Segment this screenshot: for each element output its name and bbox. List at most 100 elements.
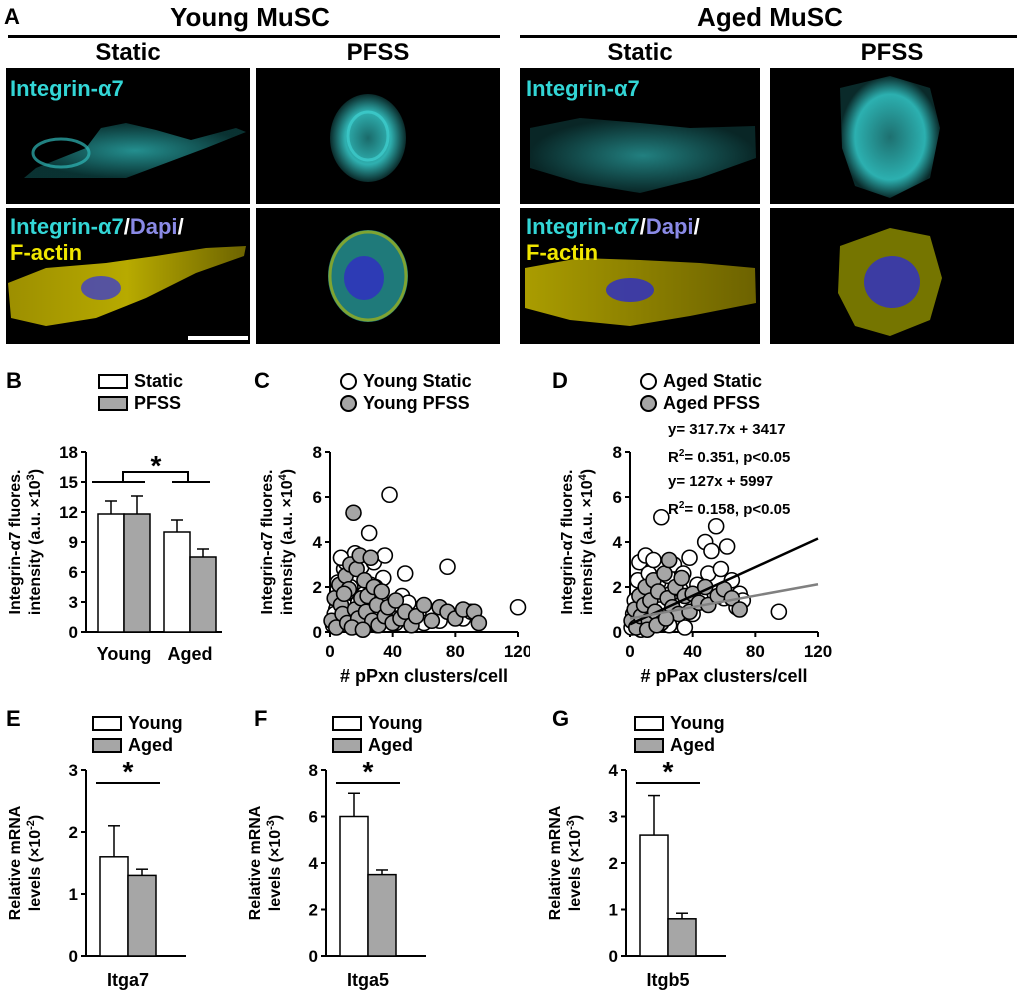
x-tick-label: 40 xyxy=(383,642,402,661)
data-point xyxy=(396,565,414,582)
y-axis-label: Relative mRNA levels (×10-3) xyxy=(247,805,284,920)
bar xyxy=(127,874,157,957)
bar xyxy=(639,834,669,957)
merge-slash: / xyxy=(177,214,184,239)
significance-star: * xyxy=(363,756,374,787)
bar xyxy=(367,873,397,957)
data-point xyxy=(423,612,441,630)
legend-marker-static xyxy=(640,372,657,390)
legend-f: Young Aged xyxy=(332,712,423,756)
legend-label: Aged xyxy=(368,734,413,755)
data-point xyxy=(707,517,725,535)
y-tick-label: 8 xyxy=(313,443,322,462)
data-point xyxy=(660,551,678,569)
bar xyxy=(97,513,125,633)
data-point xyxy=(673,569,690,587)
legend-swatch-pfss xyxy=(98,395,128,411)
data-point xyxy=(387,592,405,609)
panel-label-b: B xyxy=(6,368,22,393)
y-tick-label: 18 xyxy=(59,443,78,462)
legend-e: Young Aged xyxy=(92,712,183,756)
x-tick-label: 120 xyxy=(804,642,832,661)
panel-label-g: G xyxy=(552,706,570,731)
legend-label: Young xyxy=(670,712,725,733)
data-point xyxy=(376,547,394,564)
label-integrin-aged: Integrin-α7 xyxy=(526,76,640,101)
data-point xyxy=(645,551,662,569)
legend-swatch-young xyxy=(92,715,122,731)
legend-label: Young xyxy=(128,712,183,733)
regression-line xyxy=(629,537,819,626)
regression-text: y= 317.7x + 3417 R2= 0.351, p<0.05 y= 12… xyxy=(668,418,790,522)
r-text: R xyxy=(668,501,679,518)
regression-eq-pfss: y= 127x + 5997 xyxy=(668,473,774,490)
regression-r2-pfss: R2= 0.158, p<0.05 xyxy=(668,494,790,522)
x-axis-label: Itga5 xyxy=(347,970,389,990)
y-tick-label: 6 xyxy=(69,563,78,582)
aged-pfss-col-title: PFSS xyxy=(860,39,924,66)
legend-item: Young PFSS xyxy=(340,392,472,414)
legend-label: Aged Static xyxy=(663,370,763,391)
young-header-rule xyxy=(8,35,500,38)
micrograph-young-static-integrin xyxy=(6,68,250,204)
data-point xyxy=(676,619,694,636)
legend-d: Aged Static Aged PFSS xyxy=(640,370,762,414)
x-tick-label: 120 xyxy=(504,642,530,661)
legend-swatch-young xyxy=(634,715,664,731)
data-point xyxy=(373,583,390,600)
data-point xyxy=(415,596,433,614)
y-tick-label: 6 xyxy=(309,808,318,827)
x-axis-label: # pPxn clusters/cell xyxy=(340,666,508,686)
merge-slash: / xyxy=(693,214,700,239)
y-tick-label: 0 xyxy=(309,947,318,966)
legend-item: Aged PFSS xyxy=(640,392,762,414)
y-tick-label: 0 xyxy=(69,947,78,966)
y-tick-label: 0 xyxy=(613,623,622,642)
y-tick-label: 2 xyxy=(313,578,322,597)
micrograph-young-static-merge xyxy=(6,208,250,344)
merge-dapi-text: Dapi xyxy=(645,214,694,239)
legend-item: Static xyxy=(98,370,183,392)
data-point xyxy=(681,549,698,567)
data-point xyxy=(362,549,380,567)
y-tick-label: 4 xyxy=(613,533,623,552)
panel-label-c: C xyxy=(254,368,270,393)
y-tick-label: 2 xyxy=(69,823,78,842)
x-tick-label: 80 xyxy=(446,642,465,661)
significance-star: * xyxy=(123,756,134,787)
micrograph-aged-pfss-integrin xyxy=(770,68,1014,204)
y-tick-label: 2 xyxy=(309,901,318,920)
data-point xyxy=(731,601,748,618)
legend-label: Aged xyxy=(670,734,715,755)
micrograph-young-pfss-merge xyxy=(256,208,500,344)
legend-label: PFSS xyxy=(134,392,182,413)
r-sup: 2 xyxy=(678,500,685,511)
legend-c: Young Static Young PFSS xyxy=(340,370,472,414)
bar xyxy=(99,856,129,957)
y-tick-label: 2 xyxy=(609,854,618,873)
chart-e-itga7-bar: 0 1 2 3 Relative mRNA levels (×10-2) * Itga7 xyxy=(7,756,186,990)
legend-item: Aged xyxy=(92,734,183,756)
y-tick-label: 2 xyxy=(613,578,622,597)
y-axis-label: Integrin-α7 fluores. intensity (a.u. ×104… xyxy=(259,469,296,615)
chart-d-pax-scatter: 0 2 4 6 8 Integrin-α7 fluores. intensity (a.u.… xyxy=(559,443,832,686)
legend-marker-pfss xyxy=(640,394,657,412)
y-tick-label: 4 xyxy=(313,533,323,552)
legend-marker-pfss xyxy=(340,394,357,412)
x-tick-label: 0 xyxy=(325,642,334,661)
x-axis-label: Itgb5 xyxy=(647,970,690,990)
data-point xyxy=(509,598,527,616)
panel-label-e: E xyxy=(6,706,21,731)
y-tick-label: 8 xyxy=(309,761,318,780)
legend-b: Static PFSS xyxy=(98,370,183,414)
r-text: R xyxy=(668,449,679,466)
aged-musc-header: Aged MuSC xyxy=(697,2,843,32)
chart-g-itgb5-bar: 0 1 2 3 4 Relative mRNA levels (×10-3) * Itgb5 xyxy=(547,756,726,990)
scale-bar xyxy=(188,336,248,340)
data-point xyxy=(703,542,720,560)
y-tick-label: 15 xyxy=(59,473,78,492)
legend-item: Aged xyxy=(634,734,725,756)
chart-b-integrin-bar: 0 3 6 9 12 15 18 Integrin-α7 fluores. intensity … xyxy=(7,443,222,664)
y-tick-label: 6 xyxy=(313,488,322,507)
y-tick-label: 1 xyxy=(609,901,618,920)
